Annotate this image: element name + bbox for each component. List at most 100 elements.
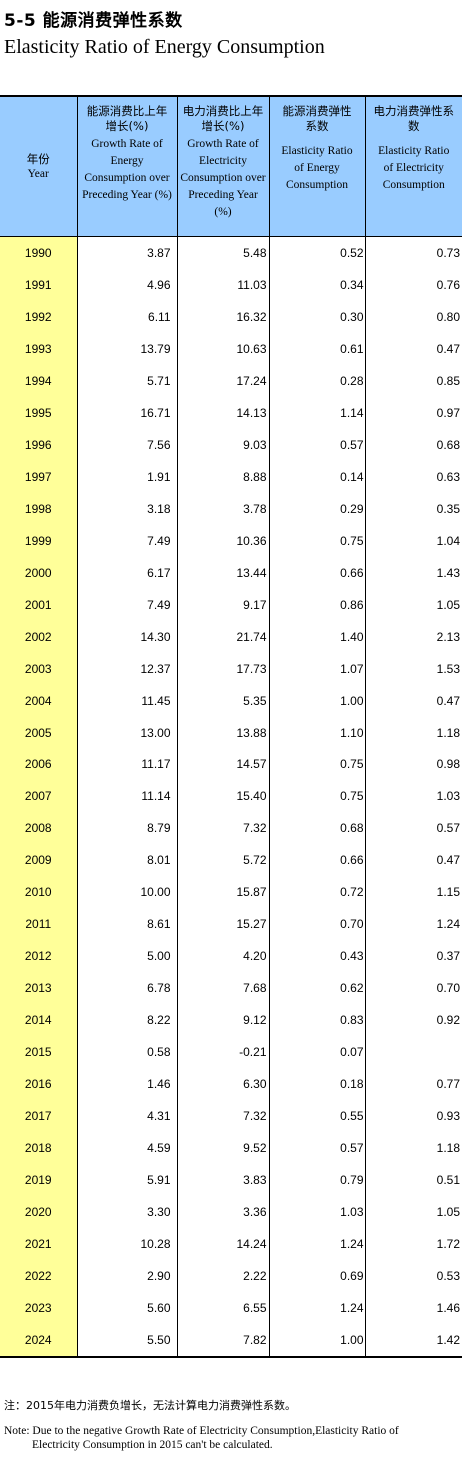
footnote-en: Note: Due to the negative Growth Rate of… bbox=[4, 1424, 460, 1452]
table-row: 2022 2.90 2.22 0.69 0.53 bbox=[0, 1260, 462, 1292]
cell-energy-elasticity: 0.68 bbox=[268, 812, 365, 845]
cell-year: 2014 bbox=[0, 1004, 77, 1037]
cell-electricity-elasticity: 1.03 bbox=[364, 780, 462, 813]
cell-electricity-elasticity: 0.53 bbox=[364, 1260, 462, 1292]
cell-energy-elasticity: 0.86 bbox=[268, 588, 365, 621]
cell-electricity-growth: 15.40 bbox=[176, 780, 269, 813]
cell-energy-growth: 2.90 bbox=[76, 1260, 177, 1292]
cell-electricity-growth: 16.32 bbox=[176, 300, 269, 333]
cell-electricity-elasticity: 0.47 bbox=[364, 844, 462, 877]
cell-electricity-growth: 15.27 bbox=[176, 908, 269, 941]
cell-electricity-elasticity: 0.47 bbox=[364, 684, 462, 717]
cell-energy-growth: 11.45 bbox=[76, 684, 177, 717]
cell-year: 2000 bbox=[0, 556, 77, 589]
table-row: 1990 3.87 5.48 0.52 0.73 bbox=[0, 236, 462, 269]
cell-energy-growth: 5.60 bbox=[76, 1291, 177, 1324]
cell-year: 2023 bbox=[0, 1291, 77, 1324]
cell-year: 2019 bbox=[0, 1164, 77, 1197]
cell-year: 2007 bbox=[0, 780, 77, 813]
header-electricity-growth-en: Growth Rate of Electricity Consumption o… bbox=[180, 138, 266, 218]
cell-year: 2006 bbox=[0, 748, 77, 781]
cell-electricity-growth: 5.35 bbox=[176, 684, 269, 717]
cell-electricity-growth: 5.72 bbox=[176, 844, 269, 877]
header-electricity-growth: 电力消费比上年增长(%) Growth Rate of Electricity … bbox=[176, 95, 269, 237]
table-row: 1996 7.56 9.03 0.57 0.68 bbox=[0, 428, 462, 461]
cell-energy-elasticity: 1.10 bbox=[268, 716, 365, 749]
cell-energy-elasticity: 1.24 bbox=[268, 1291, 365, 1324]
cell-electricity-elasticity: 0.98 bbox=[364, 748, 462, 781]
cell-energy-elasticity: 0.83 bbox=[268, 1004, 365, 1037]
cell-electricity-growth: 6.30 bbox=[176, 1068, 269, 1101]
cell-year: 2008 bbox=[0, 812, 77, 845]
cell-electricity-growth: 7.32 bbox=[176, 1100, 269, 1133]
table-title-cn: 5-5 能源消费弹性系数 bbox=[4, 11, 183, 31]
cell-energy-elasticity: 0.69 bbox=[268, 1260, 365, 1292]
cell-electricity-growth: 11.03 bbox=[176, 268, 269, 301]
cell-energy-growth: 7.49 bbox=[76, 524, 177, 557]
cell-energy-elasticity: 0.75 bbox=[268, 748, 365, 781]
cell-energy-elasticity: 0.52 bbox=[268, 236, 365, 269]
table-row: 2016 1.46 6.30 0.18 0.77 bbox=[0, 1068, 462, 1101]
cell-year: 1994 bbox=[0, 364, 77, 397]
table-title-en: Elasticity Ratio of Energy Consumption bbox=[4, 36, 325, 58]
cell-electricity-growth: 5.48 bbox=[176, 236, 269, 269]
cell-electricity-growth: 6.55 bbox=[176, 1291, 269, 1324]
cell-electricity-elasticity: 1.43 bbox=[364, 556, 462, 589]
cell-energy-growth: 0.58 bbox=[76, 1036, 177, 1069]
cell-year: 1991 bbox=[0, 268, 77, 301]
cell-energy-elasticity: 0.29 bbox=[268, 492, 365, 525]
cell-electricity-elasticity: 0.37 bbox=[364, 940, 462, 973]
cell-electricity-elasticity: 1.05 bbox=[364, 588, 462, 621]
cell-electricity-elasticity: 0.63 bbox=[364, 460, 462, 493]
footnote-cn: 注：2015年电力消费负增长，无法计算电力消费弹性系数。 bbox=[4, 1399, 296, 1412]
header-electricity-growth-cn: 电力消费比上年增长(%) bbox=[182, 104, 264, 133]
cell-year: 2010 bbox=[0, 876, 77, 909]
header-electricity-elasticity: 电力消费弹性系数 Elasticity Ratio of Electricity… bbox=[364, 95, 462, 237]
table-row: 2012 5.00 4.20 0.43 0.37 bbox=[0, 940, 462, 973]
cell-electricity-elasticity: 1.42 bbox=[364, 1323, 462, 1358]
cell-electricity-growth: 7.68 bbox=[176, 972, 269, 1005]
cell-year: 2018 bbox=[0, 1132, 77, 1165]
cell-year: 2021 bbox=[0, 1228, 77, 1260]
table-row: 1995 16.71 14.13 1.14 0.97 bbox=[0, 396, 462, 429]
cell-electricity-elasticity: 1.15 bbox=[364, 876, 462, 909]
cell-electricity-growth: 21.74 bbox=[176, 620, 269, 653]
cell-energy-elasticity: 0.61 bbox=[268, 332, 365, 365]
cell-energy-growth: 5.00 bbox=[76, 940, 177, 973]
cell-electricity-growth: 14.24 bbox=[176, 1228, 269, 1260]
cell-year: 1996 bbox=[0, 428, 77, 461]
cell-energy-elasticity: 1.07 bbox=[268, 652, 365, 685]
cell-electricity-elasticity: 1.05 bbox=[364, 1196, 462, 1229]
cell-year: 1999 bbox=[0, 524, 77, 557]
cell-energy-growth: 13.79 bbox=[76, 332, 177, 365]
cell-energy-growth: 5.71 bbox=[76, 364, 177, 397]
cell-electricity-elasticity: 0.51 bbox=[364, 1164, 462, 1197]
table-row: 2009 8.01 5.72 0.66 0.47 bbox=[0, 844, 462, 877]
table-row: 2003 12.37 17.73 1.07 1.53 bbox=[0, 652, 462, 685]
header-energy-elasticity-en: Elasticity Ratio of Energy Consumption bbox=[281, 145, 353, 191]
cell-year: 2005 bbox=[0, 716, 77, 749]
cell-energy-growth: 4.31 bbox=[76, 1100, 177, 1133]
cell-energy-growth: 8.22 bbox=[76, 1004, 177, 1037]
table-row: 1998 3.18 3.78 0.29 0.35 bbox=[0, 492, 462, 525]
cell-electricity-growth: 8.88 bbox=[176, 460, 269, 493]
table-row: 2019 5.91 3.83 0.79 0.51 bbox=[0, 1164, 462, 1197]
cell-year: 2013 bbox=[0, 972, 77, 1005]
cell-energy-growth: 10.00 bbox=[76, 876, 177, 909]
cell-energy-elasticity: 0.75 bbox=[268, 780, 365, 813]
elasticity-table: 年份 Year 能源消费比上年增长(%) Growth Rate of Ener… bbox=[0, 95, 462, 1358]
table-row: 2013 6.78 7.68 0.62 0.70 bbox=[0, 972, 462, 1005]
cell-electricity-elasticity: 0.73 bbox=[364, 236, 462, 269]
cell-year: 2022 bbox=[0, 1260, 77, 1292]
cell-electricity-growth: 7.82 bbox=[176, 1323, 269, 1358]
cell-electricity-elasticity: 2.13 bbox=[364, 620, 462, 653]
cell-year: 2004 bbox=[0, 684, 77, 717]
cell-energy-elasticity: 0.30 bbox=[268, 300, 365, 333]
table-row: 1999 7.49 10.36 0.75 1.04 bbox=[0, 524, 462, 557]
cell-energy-elasticity: 0.18 bbox=[268, 1068, 365, 1101]
cell-energy-elasticity: 1.00 bbox=[268, 1323, 365, 1358]
cell-electricity-elasticity: 1.24 bbox=[364, 908, 462, 941]
cell-energy-elasticity: 1.14 bbox=[268, 396, 365, 429]
cell-energy-elasticity: 1.00 bbox=[268, 684, 365, 717]
table-row: 1992 6.11 16.32 0.30 0.80 bbox=[0, 300, 462, 333]
